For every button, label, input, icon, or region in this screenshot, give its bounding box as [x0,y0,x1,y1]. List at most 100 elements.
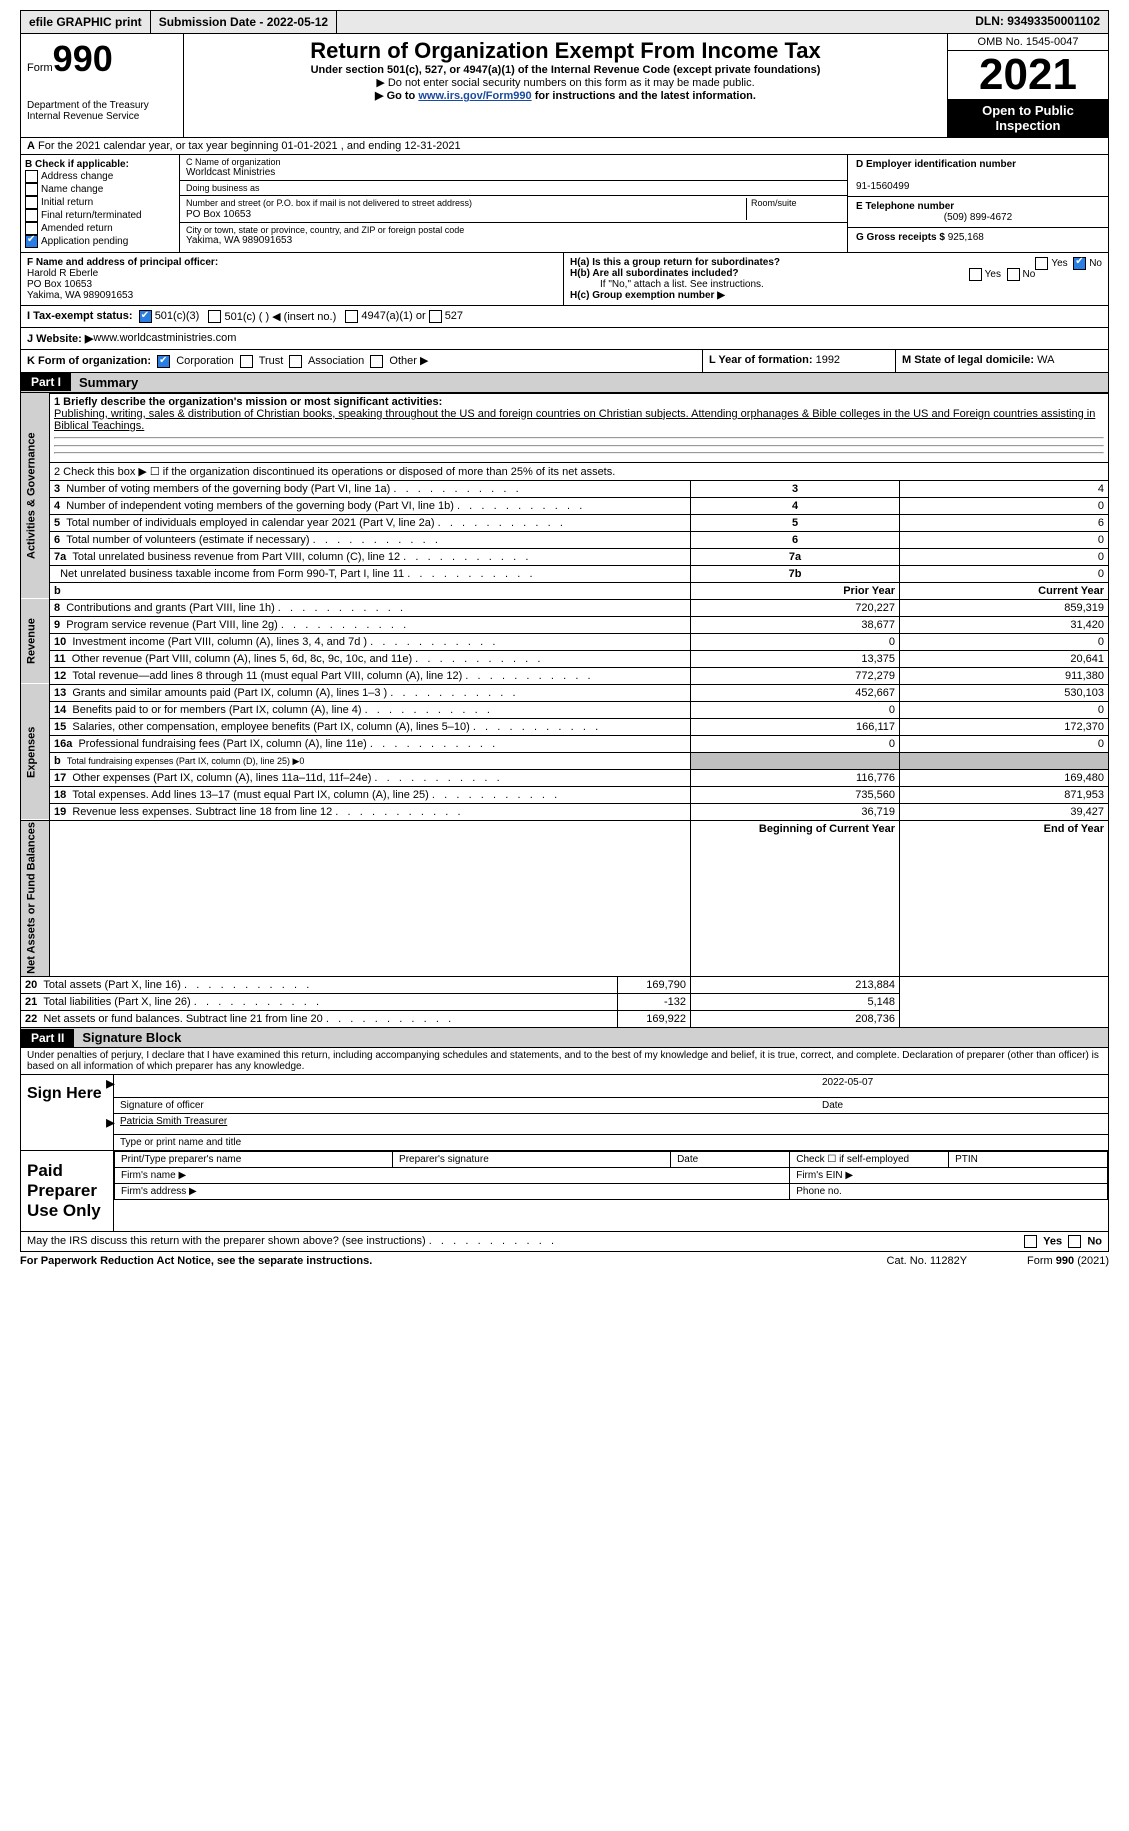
chk-final-return[interactable] [25,209,38,222]
sec-m-label: M State of legal domicile: [902,354,1034,366]
pra-notice: For Paperwork Reduction Act Notice, see … [20,1255,372,1267]
goto-post: for instructions and the latest informat… [532,90,756,102]
sec-i-label: I Tax-exempt status: [27,310,133,323]
chk-discuss-yes[interactable] [1024,1235,1037,1248]
tax-year: 2021 [948,51,1108,99]
sec-b-title: B Check if applicable: [25,159,129,170]
irs-link[interactable]: www.irs.gov/Form990 [418,90,531,102]
sec-c-name-label: C Name of organization [186,157,841,167]
prep-sig-label: Preparer's signature [393,1152,671,1168]
chk-4947[interactable] [345,310,358,323]
dba-label: Doing business as [186,183,260,193]
chk-hb-yes[interactable] [969,268,982,281]
prep-date-label: Date [671,1152,790,1168]
efile-print-btn[interactable]: efile GRAPHIC print [21,11,151,33]
lbl-no: No [1087,1236,1102,1248]
sign-here: Sign Here [21,1075,114,1150]
l2-text: 2 Check this box ▶ ☐ if the organization… [50,462,1109,480]
declaration: Under penalties of perjury, I declare th… [20,1048,1109,1075]
chk-501c[interactable] [208,310,221,323]
ssn-note: Do not enter social security numbers on … [190,76,941,89]
firm-name-label: Firm's name ▶ [115,1168,790,1184]
sec-k-label: K Form of organization: [27,355,151,367]
form-number: 990 [53,38,113,79]
typed-name: Patricia Smith Treasurer [120,1116,227,1132]
lbl-app-pending: Application pending [41,236,128,247]
chk-name-change[interactable] [25,183,38,196]
col-prior: Prior Year [691,582,900,599]
chk-initial-return[interactable] [25,196,38,209]
firm-ein-label: Firm's EIN ▶ [790,1168,1108,1184]
org-city: Yakima, WA 989091653 [186,235,841,246]
lbl-501c3: 501(c)(3) [155,310,200,323]
col-curr: Current Year [900,582,1109,599]
chk-ha-yes[interactable] [1035,257,1048,270]
addr-label: Number and street (or P.O. box if mail i… [186,198,472,208]
org-address: PO Box 10653 [186,209,251,220]
sec-b: B Check if applicable: Address change Na… [21,155,180,252]
sec-l-label: L Year of formation: [709,354,813,366]
lbl-4947: 4947(a)(1) or [361,310,425,323]
city-label: City or town, state or province, country… [186,225,841,235]
part2-title: Signature Block [74,1028,189,1047]
officer-name: Harold R Eberle [27,268,98,279]
h-b-label: H(b) Are all subordinates included? [570,268,739,279]
website-value: www.worldcastministries.com [93,332,236,345]
sec-a-text: For the 2021 calendar year, or tax year … [35,140,461,152]
sig-date-value: 2022-05-07 [822,1077,1102,1095]
l1-label: 1 Briefly describe the organization's mi… [54,396,442,408]
chk-app-pending[interactable] [25,235,38,248]
lbl-527: 527 [445,310,463,323]
chk-ha-no[interactable] [1073,257,1086,270]
gross-label: G Gross receipts $ [856,232,945,243]
prep-ptin-label: PTIN [949,1152,1108,1168]
typed-label: Type or print name and title [114,1135,1108,1150]
lbl-address-change: Address change [41,171,113,182]
chk-other[interactable] [370,355,383,368]
phone-label: E Telephone number [856,201,954,212]
officer-city: Yakima, WA 989091653 [27,290,133,301]
officer-addr: PO Box 10653 [27,279,92,290]
goto-pre: Go to [387,90,419,102]
phone-value: (509) 899-4672 [856,212,1100,223]
sec-f-label: F Name and address of principal officer: [27,257,218,268]
ein-value: 91-1560499 [856,181,909,192]
room-label: Room/suite [751,198,797,208]
part1-table: Activities & Governance 1 Briefly descri… [20,393,1109,1029]
h-c-label: H(c) Group exemption number ▶ [570,290,725,301]
omb-number: OMB No. 1545-0047 [948,34,1108,51]
year-formation: 1992 [816,354,840,366]
lbl-assoc: Association [308,355,364,367]
form-header: Form990 Department of the Treasury Inter… [20,34,1109,138]
org-name: Worldcast Ministries [186,167,841,178]
submission-date: Submission Date - 2022-05-12 [151,11,337,33]
dept-treasury: Department of the Treasury Internal Reve… [27,100,177,122]
col-end: End of Year [900,820,1109,977]
lbl-amended: Amended return [41,223,113,234]
chk-hb-no[interactable] [1007,268,1020,281]
chk-501c3[interactable] [139,310,152,323]
chk-527[interactable] [429,310,442,323]
lbl-501c: 501(c) ( ) ◀ (insert no.) [224,310,336,323]
chk-assoc[interactable] [289,355,302,368]
caret-icon-2: ▸ [106,1112,115,1133]
open-inspection: Open to Public Inspection [948,99,1108,137]
lbl-initial-return: Initial return [41,197,93,208]
lbl-final-return: Final return/terminated [41,210,142,221]
dots [426,1235,554,1248]
paid-preparer: Paid Preparer Use Only [21,1151,114,1231]
chk-corp[interactable] [157,355,170,368]
lbl-trust: Trust [259,355,284,367]
lbl-yes: Yes [1043,1236,1062,1248]
chk-address-change[interactable] [25,170,38,183]
prep-name-label: Print/Type preparer's name [115,1152,393,1168]
chk-trust[interactable] [240,355,253,368]
chk-discuss-no[interactable] [1068,1235,1081,1248]
l1-text: Publishing, writing, sales & distributio… [54,408,1095,432]
cat-no: Cat. No. 11282Y [887,1255,968,1267]
form-title: Return of Organization Exempt From Incom… [190,38,941,64]
topbar: efile GRAPHIC print Submission Date - 20… [20,10,1109,34]
sec-a-label: A [27,140,35,152]
h-a-label: H(a) Is this a group return for subordin… [570,257,780,268]
firm-phone-label: Phone no. [790,1184,1108,1200]
